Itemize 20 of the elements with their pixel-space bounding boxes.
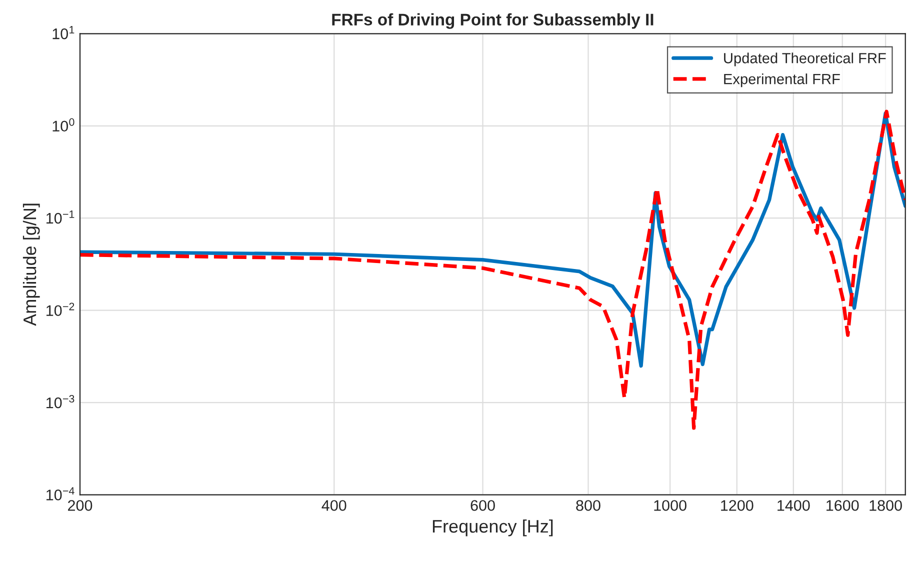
x-tick-label: 600 xyxy=(470,500,495,511)
x-tick-label: 800 xyxy=(576,500,600,511)
x-tick-label: 1600 xyxy=(826,500,859,511)
x-axis-title: Frequency [Hz] xyxy=(432,519,553,536)
x-tick-label: 1200 xyxy=(721,500,754,511)
y-tick-label: 10$^{−3}$ xyxy=(46,394,74,408)
y-tick-label: 10$^{−2}$ xyxy=(46,302,74,316)
legend-label: Updated Theoretical FRF xyxy=(724,52,886,66)
legend-label: Experimental FRF xyxy=(724,74,840,88)
chart-title: FRFs of Driving Point for Subassembly II xyxy=(332,13,654,29)
y-axis-title: Amplitude [g/N] xyxy=(22,204,40,326)
y-tick-label: 10$^{−1}$ xyxy=(46,210,74,224)
x-tick-label: 200 xyxy=(68,500,92,511)
x-tick-label: 1400 xyxy=(778,500,810,511)
x-tick-label: 1000 xyxy=(654,500,686,511)
y-tick-label: 10$^{−4}$ xyxy=(46,487,74,500)
y-tick-label: 10$^{1}$ xyxy=(52,26,74,40)
y-tick-label: 10$^{0}$ xyxy=(52,118,74,132)
x-tick-label: 1800 xyxy=(870,500,902,511)
x-tick-label: 400 xyxy=(322,500,346,511)
